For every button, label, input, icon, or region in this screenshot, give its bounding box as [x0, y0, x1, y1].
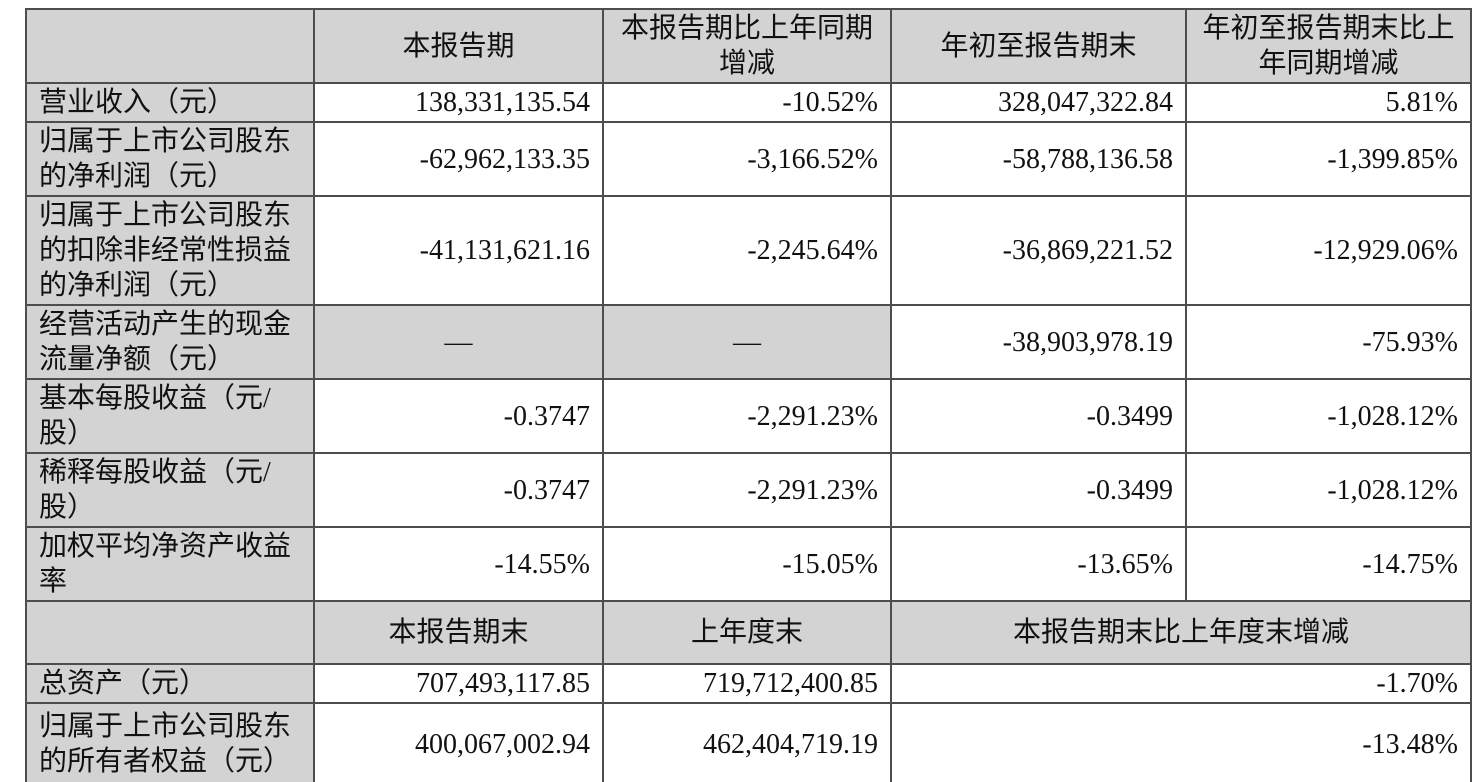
table-row-weighted-avg-roe: 加权平均净资产收益 率 -14.55% -15.05% -13.65% -14.… — [25, 526, 1472, 602]
row-label: 归属于上市公司股东 的扣除非经常性损益 的净利润（元） — [25, 195, 315, 306]
row-label: 经营活动产生的现金 流量净额（元） — [25, 304, 315, 380]
cell-current-yoy: -2,291.23% — [602, 452, 892, 528]
table-row-net-profit-excl-nonrecurring: 归属于上市公司股东 的扣除非经常性损益 的净利润（元） -41,131,621.… — [25, 195, 1472, 306]
cell-ytd-yoy: -1,028.12% — [1185, 378, 1472, 454]
cell-current-yoy: -15.05% — [602, 526, 892, 602]
header-cell-current-period: 本报告期 — [313, 8, 604, 84]
header-cell-prior-year-end: 上年度末 — [602, 600, 892, 665]
row-label: 总资产（元） — [25, 663, 315, 704]
row-label: 稀释每股收益（元/ 股） — [25, 452, 315, 528]
table-row-basic-eps: 基本每股收益（元/ 股） -0.3747 -2,291.23% -0.3499 … — [25, 378, 1472, 454]
cell-current-yoy: -10.52% — [602, 82, 892, 123]
cell-current: -41,131,621.16 — [313, 195, 604, 306]
header-cell-period-end: 本报告期末 — [313, 600, 604, 665]
header-cell-corner — [25, 8, 315, 84]
cell-current: -62,962,133.35 — [313, 121, 604, 197]
cell-ytd-yoy: -75.93% — [1185, 304, 1472, 380]
table-row-total-assets: 总资产（元） 707,493,117.85 719,712,400.85 -1.… — [25, 663, 1472, 704]
cell-change: -13.48% — [890, 702, 1472, 782]
cell-ytd-yoy: 5.81% — [1185, 82, 1472, 123]
financial-summary-table: 本报告期 本报告期比上年同期 增减 年初至报告期末 年初至报告期末比上 年同期增… — [25, 8, 1472, 782]
cell-period-end: 707,493,117.85 — [313, 663, 604, 704]
cell-current-yoy: -2,291.23% — [602, 378, 892, 454]
cell-prior-year-end: 719,712,400.85 — [602, 663, 892, 704]
cell-period-end: 400,067,002.94 — [313, 702, 604, 782]
row-label: 营业收入（元） — [25, 82, 315, 123]
row-label: 归属于上市公司股东 的净利润（元） — [25, 121, 315, 197]
cell-current-yoy: -2,245.64% — [602, 195, 892, 306]
cell-ytd-yoy: -12,929.06% — [1185, 195, 1472, 306]
cell-ytd-yoy: -14.75% — [1185, 526, 1472, 602]
cell-prior-year-end: 462,404,719.19 — [602, 702, 892, 782]
row-label: 基本每股收益（元/ 股） — [25, 378, 315, 454]
table-row-net-profit: 归属于上市公司股东 的净利润（元） -62,962,133.35 -3,166.… — [25, 121, 1472, 197]
cell-ytd: 328,047,322.84 — [890, 82, 1187, 123]
cell-ytd: -0.3499 — [890, 452, 1187, 528]
cell-current: 138,331,135.54 — [313, 82, 604, 123]
header-cell-period-end-change: 本报告期末比上年度末增减 — [890, 600, 1472, 665]
cell-current-dash: — — [313, 304, 604, 380]
cell-ytd: -13.65% — [890, 526, 1187, 602]
table-row-operating-cash-flow: 经营活动产生的现金 流量净额（元） — — -38,903,978.19 -75… — [25, 304, 1472, 380]
row-label: 加权平均净资产收益 率 — [25, 526, 315, 602]
cell-ytd-yoy: -1,028.12% — [1185, 452, 1472, 528]
table-row-equity: 归属于上市公司股东 的所有者权益（元） 400,067,002.94 462,4… — [25, 702, 1472, 782]
cell-ytd: -0.3499 — [890, 378, 1187, 454]
header-row-period-end: 本报告期末 上年度末 本报告期末比上年度末增减 — [25, 600, 1472, 665]
cell-ytd: -36,869,221.52 — [890, 195, 1187, 306]
header-cell-ytd-yoy: 年初至报告期末比上 年同期增减 — [1185, 8, 1472, 84]
table-row-revenue: 营业收入（元） 138,331,135.54 -10.52% 328,047,3… — [25, 82, 1472, 123]
row-label: 归属于上市公司股东 的所有者权益（元） — [25, 702, 315, 782]
table-row-diluted-eps: 稀释每股收益（元/ 股） -0.3747 -2,291.23% -0.3499 … — [25, 452, 1472, 528]
header-cell-corner-2 — [25, 600, 315, 665]
cell-ytd: -58,788,136.58 — [890, 121, 1187, 197]
cell-current: -14.55% — [313, 526, 604, 602]
cell-ytd-yoy: -1,399.85% — [1185, 121, 1472, 197]
cell-change: -1.70% — [890, 663, 1472, 704]
header-cell-current-period-yoy: 本报告期比上年同期 增减 — [602, 8, 892, 84]
cell-current: -0.3747 — [313, 452, 604, 528]
cell-current-yoy-dash: — — [602, 304, 892, 380]
cell-current-yoy: -3,166.52% — [602, 121, 892, 197]
cell-ytd: -38,903,978.19 — [890, 304, 1187, 380]
header-cell-ytd: 年初至报告期末 — [890, 8, 1187, 84]
cell-current: -0.3747 — [313, 378, 604, 454]
header-row-period: 本报告期 本报告期比上年同期 增减 年初至报告期末 年初至报告期末比上 年同期增… — [25, 8, 1472, 84]
